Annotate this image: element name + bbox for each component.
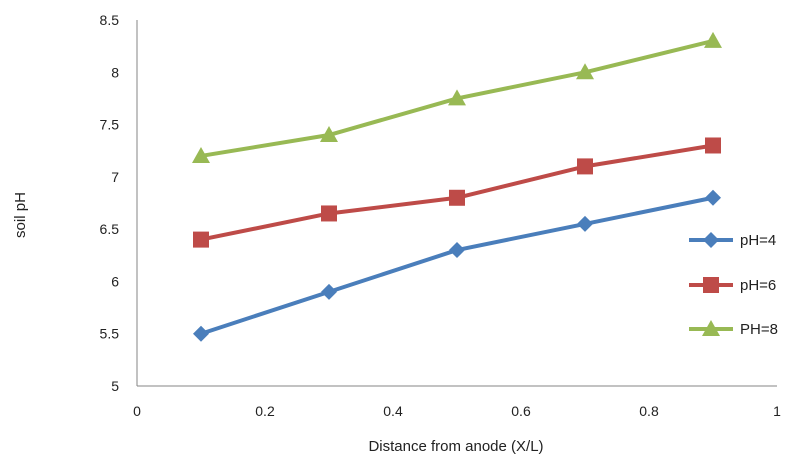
legend-marker [702, 320, 720, 336]
data-point-marker [193, 325, 209, 342]
y-tick-label: 5.5 [100, 326, 120, 342]
data-point-marker [704, 31, 722, 48]
y-tick-label: 6 [111, 273, 119, 289]
x-tick-label: 0.8 [639, 403, 659, 419]
y-tick-labels: 5 5.5 6 6.5 7 7.5 8 8.5 [100, 12, 120, 394]
legend-item: PH=8 [689, 320, 778, 338]
legend-item: pH=4 [689, 232, 776, 249]
y-tick-label: 8 [111, 64, 119, 80]
x-tick-label: 0 [133, 403, 141, 419]
series-3 [192, 31, 722, 163]
y-tick-label: 5 [111, 378, 119, 394]
data-point-marker [448, 89, 466, 106]
data-point-marker [320, 126, 338, 143]
axes [136, 20, 777, 387]
x-tick-labels: 0 0.2 0.4 0.6 0.8 1 [133, 403, 781, 419]
data-point-marker [576, 63, 594, 80]
y-tick-label: 8.5 [100, 12, 120, 28]
x-tick-label: 0.4 [383, 403, 403, 419]
x-tick-label: 0.2 [255, 403, 275, 419]
y-tick-label: 6.5 [100, 221, 120, 237]
data-point-marker [192, 146, 210, 163]
y-axis-title: soil pH [12, 192, 29, 238]
series-2 [193, 137, 721, 248]
legend-label: PH=8 [740, 321, 778, 338]
legend-label: pH=6 [740, 277, 776, 294]
data-point-marker [577, 158, 593, 175]
y-tick-label: 7 [111, 169, 119, 185]
x-tick-label: 1 [773, 403, 781, 419]
data-point-marker [577, 215, 593, 232]
data-point-marker [705, 189, 721, 206]
legend-marker [703, 277, 719, 293]
data-point-marker [449, 189, 465, 206]
data-point-marker [705, 137, 721, 154]
series-1 [193, 189, 721, 342]
data-point-marker [449, 242, 465, 259]
data-point-marker [321, 283, 337, 300]
x-tick-label: 0.6 [511, 403, 531, 419]
x-axis-title: Distance from anode (X/L) [368, 438, 543, 455]
data-point-marker [193, 231, 209, 248]
legend-marker [703, 232, 719, 248]
y-tick-label: 7.5 [100, 117, 120, 133]
legend: pH=4 pH=6 PH=8 [689, 232, 778, 338]
legend-item: pH=6 [689, 277, 776, 294]
series-line [199, 195, 715, 336]
data-point-marker [321, 205, 337, 222]
series-layer [192, 31, 722, 342]
legend-label: pH=4 [740, 232, 776, 249]
